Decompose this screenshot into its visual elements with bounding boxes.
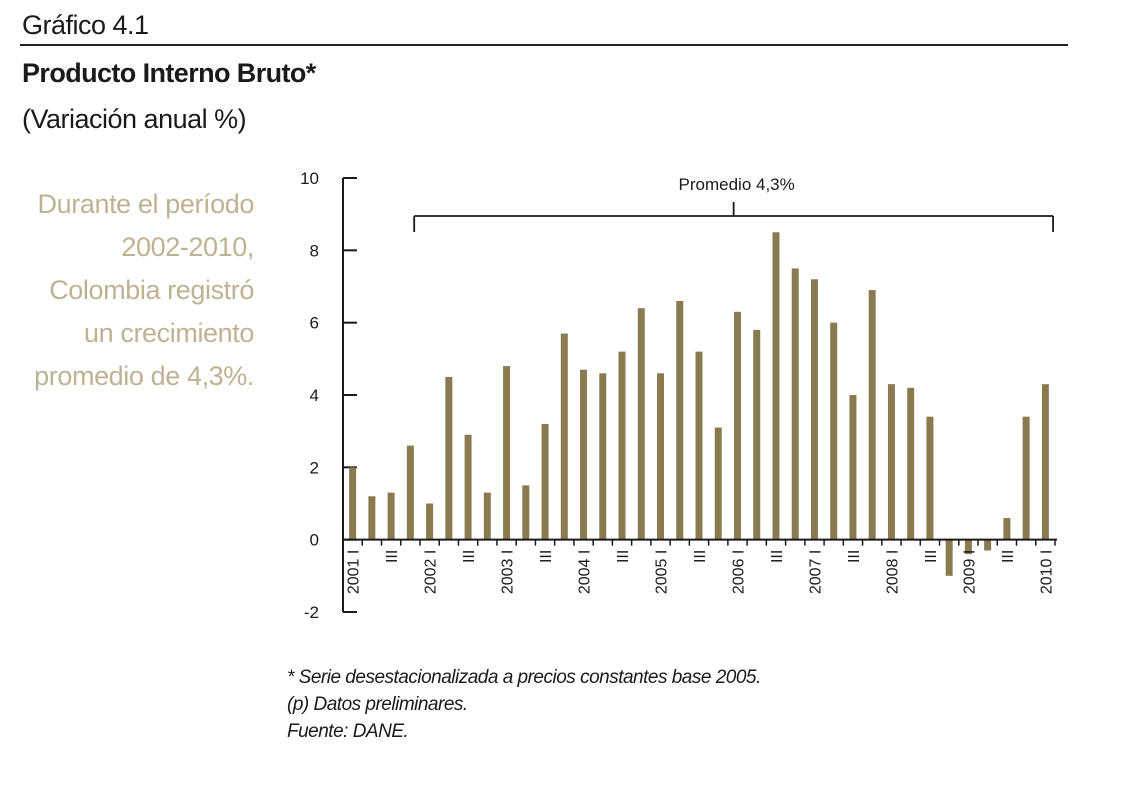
gdp-bar-chart: -2 0 2 4 6 8 10 2001 I III 2002 I III 2003 I III 2004… (300, 169, 1057, 622)
x-tick-label: III (923, 550, 940, 563)
bar (445, 376, 453, 540)
y-tick-label: 4 (310, 386, 319, 405)
x-tick-label: III (615, 550, 632, 563)
bar (618, 351, 626, 540)
note-preliminary: (p) Datos preliminares. (287, 694, 468, 715)
bar (964, 539, 972, 555)
bar (1022, 416, 1030, 540)
note-series: * Serie desestacionalizada a precios con… (287, 667, 761, 688)
x-tick-label: 2007 I (807, 550, 824, 594)
bar (887, 384, 895, 540)
bar (714, 427, 722, 540)
side-note-line: promedio de 4,3%. (34, 361, 254, 391)
bar (599, 373, 607, 540)
x-tick-label: 2005 I (654, 550, 671, 594)
side-note-line: 2002-2010, (121, 232, 254, 262)
bar (695, 351, 703, 540)
bar (926, 416, 934, 540)
side-note-line: Durante el período (37, 189, 255, 219)
bar (753, 329, 761, 540)
x-tick-label: III (538, 550, 555, 563)
x-tick-label: III (1000, 550, 1017, 563)
bar (541, 423, 549, 540)
bar (426, 503, 434, 540)
x-tick-label: 2003 I (500, 550, 517, 594)
header-rule (20, 44, 1068, 46)
note-source: Fuente: DANE. (287, 721, 409, 742)
bar (945, 539, 953, 576)
bar (368, 496, 376, 540)
x-tick-label: 2006 I (730, 550, 747, 594)
y-tick-label: -2 (304, 603, 319, 622)
bar (791, 268, 799, 540)
side-note-line: Colombia registró (49, 275, 254, 305)
bar (810, 279, 818, 540)
bar (984, 539, 992, 551)
x-tick-label: III (846, 550, 863, 563)
y-tick-label: 6 (310, 314, 319, 333)
x-tick-label: 2004 I (577, 550, 594, 594)
bar (868, 290, 876, 540)
x-tick-label: 2002 I (423, 550, 440, 594)
bar (560, 333, 568, 540)
y-tick-label: 2 (310, 458, 319, 477)
bar (733, 311, 741, 540)
y-tick-label: 0 (310, 531, 319, 550)
bar (580, 369, 588, 540)
bar (387, 492, 395, 540)
x-tick-label: III (384, 550, 401, 563)
bar (1041, 384, 1049, 540)
bar (657, 373, 665, 540)
bar (637, 308, 645, 540)
average-label: Promedio 4,3% (679, 175, 795, 194)
bar (406, 445, 414, 540)
bar (483, 492, 491, 540)
y-tick-label: 10 (300, 169, 319, 188)
x-tick-label: III (461, 550, 478, 563)
x-tick-label: III (692, 550, 709, 563)
side-note: Durante el período 2002-2010, Colombia r… (18, 183, 254, 398)
y-tick-label: 8 (310, 241, 319, 260)
chart-notes: * Serie desestacionalizada a precios con… (287, 664, 761, 745)
bar (772, 232, 780, 540)
x-tick-label: 2010 I (1038, 550, 1055, 594)
x-tick-label: III (769, 550, 786, 563)
bar (830, 322, 838, 540)
x-tick-label: 2001 I (346, 550, 363, 594)
bar (503, 366, 511, 540)
x-tick-label: 2009 I (961, 550, 978, 594)
chart-subtitle: (Variación anual %) (22, 104, 247, 134)
bar (1003, 517, 1011, 540)
bar (522, 485, 530, 540)
bar (676, 300, 684, 540)
chart-kicker: Gráfico 4.1 (22, 10, 149, 40)
bar (349, 467, 357, 540)
side-note-line: un crecimiento (84, 318, 254, 348)
chart-title: Producto Interno Bruto* (22, 58, 316, 88)
bar (907, 387, 915, 540)
bar (849, 395, 857, 540)
bar (464, 434, 472, 540)
x-tick-label: 2008 I (884, 550, 901, 594)
